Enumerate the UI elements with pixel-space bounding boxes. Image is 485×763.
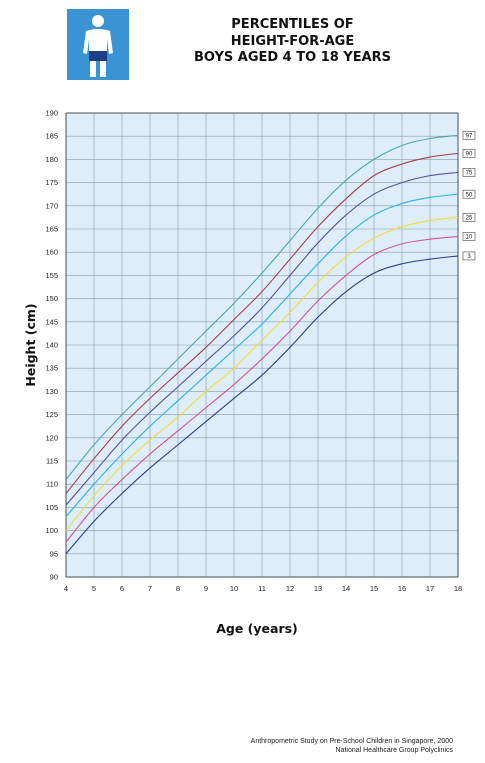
series-label-p97: 97 — [466, 133, 473, 139]
series-label-box — [462, 168, 476, 177]
y-tick-label: 100 — [45, 526, 58, 535]
y-tick-label: 170 — [45, 201, 58, 210]
x-tick-label: 18 — [454, 584, 462, 593]
y-tick-label: 110 — [46, 480, 58, 489]
series-label-box — [462, 251, 476, 261]
x-tick-label: 4 — [64, 584, 68, 593]
x-tick-label: 16 — [398, 584, 406, 593]
height-for-age-chart: 9095100105110115120125130135140145150155… — [23, 109, 476, 636]
y-tick-label: 160 — [45, 248, 58, 257]
y-tick-label: 190 — [45, 109, 58, 118]
y-tick-label: 145 — [45, 317, 58, 326]
y-tick-label: 180 — [45, 155, 58, 164]
y-tick-label: 120 — [45, 433, 58, 442]
series-line-p90 — [65, 152, 459, 494]
series-line-p50 — [65, 193, 459, 518]
y-tick-label: 140 — [45, 341, 58, 350]
chart-title: PERCENTILES OF HEIGHT-FOR-AGE BOYS AGED … — [150, 17, 435, 67]
logo-badge — [67, 9, 129, 80]
y-tick-label: 115 — [46, 457, 58, 466]
y-tick-label: 95 — [50, 549, 58, 558]
series-label-p90: 90 — [466, 152, 473, 158]
series-label-box — [462, 149, 476, 158]
boy-figure-icon — [83, 15, 113, 77]
x-tick-label: 11 — [258, 584, 266, 593]
plot-border — [65, 112, 459, 578]
x-tick-label: 6 — [120, 584, 124, 593]
y-tick-label: 125 — [45, 410, 58, 419]
series-line-p3 — [65, 255, 459, 555]
series-label-p10: 10 — [466, 235, 473, 241]
series-label-box — [462, 232, 476, 241]
x-tick-label: 7 — [148, 584, 152, 593]
x-tick-label: 10 — [230, 584, 238, 593]
source-footnote: Anthropometric Study on Pre-School Child… — [251, 737, 453, 755]
title-line-1: PERCENTILES OF — [231, 17, 354, 32]
y-tick-label: 165 — [45, 225, 58, 234]
y-tick-label: 175 — [45, 178, 58, 187]
x-tick-label: 5 — [92, 584, 96, 593]
series-label-box — [462, 189, 476, 199]
x-tick-label: 9 — [204, 584, 208, 593]
series-line-p25 — [65, 216, 459, 531]
title-line-2: HEIGHT-FOR-AGE — [230, 33, 355, 49]
y-tick-label: 130 — [45, 387, 58, 396]
source-line-2: National Healthcare Group Polyclinics — [335, 747, 454, 754]
y-tick-label: 105 — [45, 503, 58, 512]
series-line-p10 — [65, 235, 459, 543]
series-label-box — [462, 213, 476, 222]
x-tick-label: 12 — [286, 584, 294, 593]
series-label-box — [462, 130, 476, 140]
title-line-3: BOYS AGED 4 TO 18 YEARS — [193, 50, 392, 65]
y-tick-label: 155 — [45, 271, 58, 280]
y-tick-label: 135 — [45, 364, 58, 373]
y-axis-label: Height (cm) — [23, 303, 38, 386]
series-label-p75: 75 — [466, 171, 473, 177]
series-label-p25: 25 — [466, 216, 473, 222]
series-line-p97 — [65, 134, 459, 480]
series-line-p75 — [65, 171, 459, 506]
x-tick-label: 15 — [370, 584, 378, 593]
x-axis-label: Age (years) — [216, 621, 298, 636]
series-label-p3: 3 — [467, 254, 471, 260]
y-tick-label: 150 — [45, 294, 58, 303]
source-line-1: Anthropometric Study on Pre-School Child… — [250, 738, 453, 745]
x-tick-label: 14 — [342, 584, 350, 593]
x-tick-label: 8 — [176, 584, 180, 593]
y-tick-label: 90 — [50, 573, 58, 582]
x-tick-label: 13 — [314, 584, 322, 593]
x-tick-label: 17 — [426, 584, 434, 593]
series-label-p50: 50 — [466, 192, 473, 198]
y-tick-label: 185 — [45, 132, 58, 141]
